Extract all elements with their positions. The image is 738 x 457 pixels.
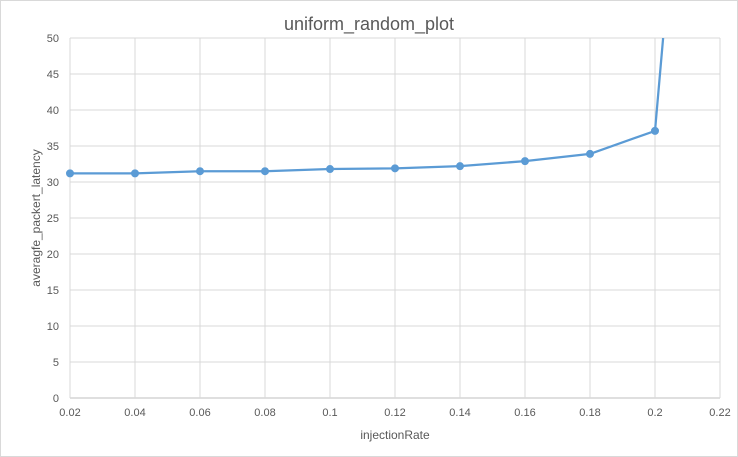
- y-tick-label: 40: [47, 105, 59, 117]
- y-tick-label: 35: [47, 141, 59, 153]
- x-tick-label: 0.14: [449, 407, 470, 419]
- y-tick-label: 5: [53, 357, 59, 369]
- x-tick-label: 0.12: [384, 407, 405, 419]
- y-tick-label: 20: [47, 249, 59, 261]
- data-point: [66, 169, 74, 178]
- data-point: [651, 126, 659, 135]
- data-series: [66, 38, 665, 178]
- data-point: [196, 167, 204, 176]
- x-axis-tick-labels: 0.02 0.04 0.06 0.08 0.1 0.12 0.14 0.16 0.18 0.2 0.…: [59, 407, 730, 419]
- data-point: [131, 169, 139, 178]
- x-tick-label: 0.1: [322, 407, 337, 419]
- y-tick-label: 30: [47, 177, 59, 189]
- x-tick-label: 0.02: [59, 407, 80, 419]
- y-tick-label: 0: [53, 393, 59, 405]
- data-point: [261, 167, 269, 176]
- series-line: [70, 38, 665, 175]
- y-axis-tick-labels: 0 5 10 15 20 25 30 35 40 45 50: [47, 33, 59, 405]
- x-axis-title: injectionRate: [360, 428, 430, 442]
- y-tick-label: 45: [47, 69, 59, 81]
- x-tick-label: 0.18: [579, 407, 600, 419]
- y-tick-label: 10: [47, 321, 59, 333]
- data-point: [521, 157, 529, 166]
- data-point: [456, 162, 464, 171]
- x-tick-label: 0.22: [709, 407, 730, 419]
- y-tick-label: 15: [47, 285, 59, 297]
- x-tick-label: 0.04: [124, 407, 145, 419]
- data-point: [586, 149, 594, 158]
- y-tick-label: 50: [47, 33, 59, 45]
- x-tick-label: 0.08: [254, 407, 275, 419]
- y-axis-title: averagfe_packert_latency: [29, 149, 43, 286]
- gridlines: [69, 37, 721, 399]
- x-tick-label: 0.2: [647, 407, 662, 419]
- x-tick-label: 0.06: [189, 407, 210, 419]
- y-tick-label: 25: [47, 213, 59, 225]
- chart-title: uniform_random_plot: [284, 14, 454, 35]
- data-point: [326, 165, 334, 174]
- data-point: [391, 164, 399, 173]
- x-tick-label: 0.16: [514, 407, 535, 419]
